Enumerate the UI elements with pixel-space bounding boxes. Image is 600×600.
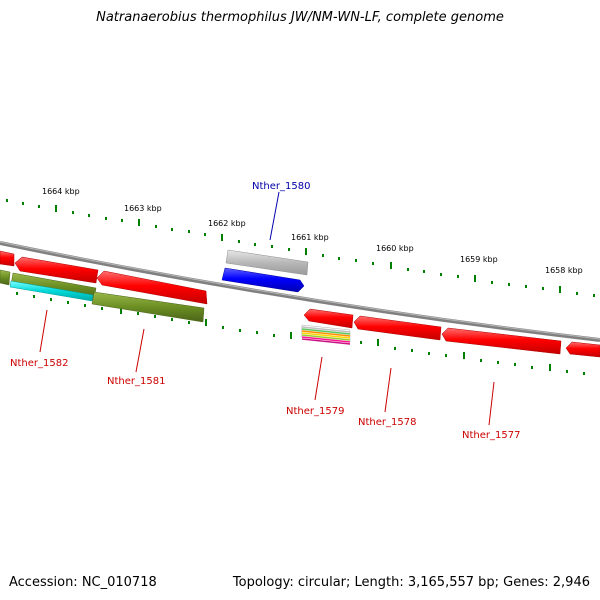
major-tick [305,248,307,255]
gene-grey-feature[interactable] [225,249,309,276]
leader-nther-1582 [39,309,48,353]
leader-nther-1581 [135,328,145,373]
genome-title: Natranaerobius thermophilus JW/NM-WN-LF,… [96,10,504,25]
accession-text: Accession: NC_010718 [9,575,157,590]
major-tick [390,262,392,269]
major-tick [474,275,476,282]
leader-nther-1578 [384,367,392,413]
gene-nther-1583[interactable] [14,256,99,284]
gene-nther-1577[interactable] [441,327,562,355]
gene-label-nther-1582[interactable]: Nther_1582 [10,358,68,369]
major-tick [221,234,223,241]
gene-label-nther-1580[interactable]: Nther_1580 [252,181,310,192]
major-tick [377,339,379,346]
gene-nther-1580[interactable] [221,267,305,293]
gene-olive-partial[interactable] [0,269,11,286]
gene-labels: Nther_1580 Nther_1582 Nther_1581 Nther_1… [10,181,520,441]
lower-scale-track [16,292,585,375]
gene-label-nther-1578[interactable]: Nther_1578 [358,417,416,428]
gene-red-left-2[interactable] [96,270,208,305]
leader-nther-1580 [269,191,280,241]
gene-red-right-partial[interactable] [565,341,600,358]
scale-tick-labels: 1664 kbp 1663 kbp 1662 kbp 1661 kbp 1660… [42,187,583,275]
gene-label-nther-1579[interactable]: Nther_1579 [286,406,344,417]
leader-nther-1579 [314,356,323,401]
gene-left-partial[interactable] [0,250,15,267]
gene-leader-lines [39,191,495,426]
tick-label: 1663 kbp [124,204,162,213]
major-tick [463,352,465,359]
major-tick [138,219,140,226]
gene-label-nther-1581[interactable]: Nther_1581 [107,376,165,387]
leader-nther-1577 [488,381,495,426]
tick-label: 1660 kbp [376,244,414,253]
upper-scale-track [6,199,595,297]
major-tick [549,364,551,371]
gene-nther-1581[interactable] [91,291,205,323]
major-tick [120,307,122,314]
tick-label: 1661 kbp [291,233,329,242]
major-tick [290,332,292,339]
major-tick [55,205,57,212]
major-tick [559,286,561,293]
gene-nther-1579[interactable] [300,324,351,345]
major-tick [205,319,207,326]
gene-cyan-feature[interactable] [9,280,94,302]
gene-red-right-1[interactable] [303,308,354,329]
tick-label: 1658 kbp [545,266,583,275]
genome-summary-text: Topology: circular; Length: 3,165,557 bp… [232,575,590,590]
tick-label: 1662 kbp [208,219,246,228]
gene-label-nther-1577[interactable]: Nther_1577 [462,430,520,441]
tick-label: 1659 kbp [460,255,498,264]
gene-nther-1578[interactable] [353,315,442,341]
genome-backbone-highlight [0,241,600,340]
genome-backbone [0,241,600,342]
tick-label: 1664 kbp [42,187,80,196]
